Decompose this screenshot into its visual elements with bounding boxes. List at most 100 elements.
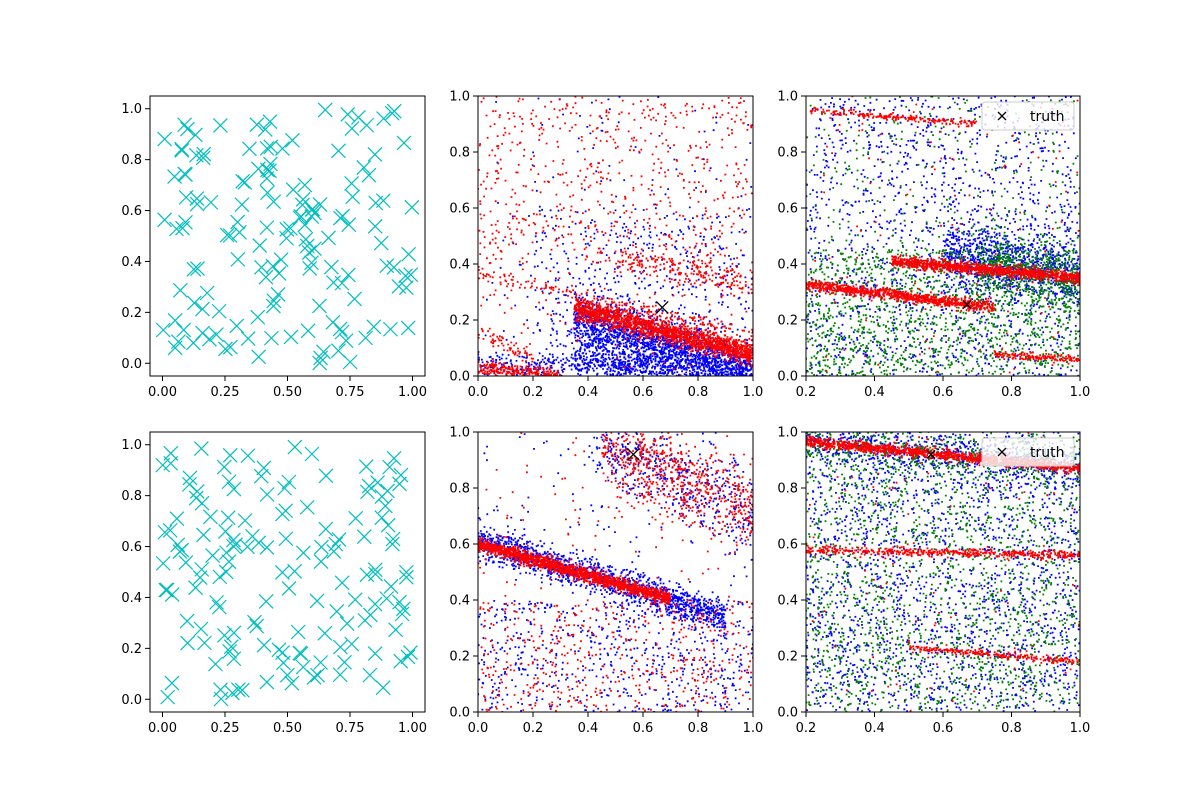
x-marker (163, 455, 179, 471)
y-tick-label: 0.8 (777, 146, 798, 161)
x-marker (259, 540, 275, 555)
x-marker (278, 503, 294, 519)
x-marker (400, 320, 416, 336)
x-marker (331, 343, 346, 359)
legend-label: truth (1030, 109, 1064, 125)
x-marker (383, 321, 398, 337)
x-tick-label: 0.8 (688, 385, 709, 400)
series-2 (655, 300, 669, 314)
x-marker (223, 639, 239, 655)
x-marker (306, 669, 322, 685)
x-marker (266, 293, 282, 309)
x-marker (218, 523, 233, 539)
x-tick-label: 0.75 (336, 385, 365, 400)
x-marker (292, 210, 308, 226)
y-tick-label: 1.0 (449, 90, 470, 105)
y-tick-label: 0.2 (121, 306, 142, 321)
x-marker (380, 517, 396, 533)
scatter-points (806, 96, 1080, 374)
x-marker (398, 268, 413, 284)
y-tick-label: 0.2 (449, 650, 470, 665)
x-marker (229, 318, 245, 334)
x-marker (196, 527, 211, 543)
x-marker (290, 624, 306, 640)
y-tick-label: 0.8 (449, 146, 470, 161)
x-marker (271, 642, 287, 658)
x-marker (237, 513, 253, 528)
x-marker (155, 322, 171, 338)
x-marker (370, 475, 386, 491)
y-tick-label: 0.4 (121, 591, 142, 606)
y-tick-label: 0.2 (777, 314, 798, 329)
x-marker (270, 287, 286, 302)
x-marker (193, 441, 209, 456)
x-marker (366, 319, 382, 335)
x-tick-label: 1.0 (743, 721, 764, 736)
plot-area (478, 96, 753, 376)
x-marker (167, 312, 183, 328)
x-marker (376, 111, 392, 126)
x-marker (189, 191, 205, 207)
y-tick-label: 0.6 (121, 540, 142, 555)
legend-box (981, 101, 1075, 131)
x-marker (164, 675, 180, 691)
x-marker (367, 562, 383, 578)
x-marker (361, 478, 377, 494)
x-marker (375, 193, 391, 209)
x-marker (299, 238, 315, 254)
x-marker (218, 564, 234, 580)
x-marker (157, 524, 173, 540)
x-tick-label: 0.4 (864, 385, 885, 400)
x-tick-label: 0.50 (273, 385, 302, 400)
y-tick-label: 0.2 (777, 650, 798, 665)
x-marker (179, 613, 195, 629)
y-tick-label: 1.0 (777, 426, 798, 441)
x-marker (304, 446, 320, 462)
x-marker (178, 214, 193, 230)
x-marker (222, 339, 238, 355)
x-marker (217, 341, 233, 357)
x-marker (285, 132, 300, 148)
series-2 (626, 447, 640, 461)
x-marker (379, 258, 395, 274)
x-marker (262, 114, 278, 130)
x-tick-label: 0.6 (633, 385, 654, 400)
y-tick-label: 0.6 (121, 204, 142, 219)
x-marker (398, 564, 414, 580)
x-marker (313, 539, 329, 555)
legend-marker (997, 111, 1007, 121)
x-marker (367, 646, 383, 662)
x-marker (358, 330, 374, 346)
x-marker (203, 194, 219, 210)
x-marker (265, 258, 281, 274)
x-marker (274, 565, 290, 580)
y-tick-label: 0.8 (121, 489, 142, 504)
x-marker (317, 625, 333, 641)
x-marker (340, 106, 356, 122)
x-marker (235, 173, 251, 189)
y-tick-label: 0.0 (777, 706, 798, 721)
x-marker (230, 214, 246, 230)
x-tick-label: 0.8 (688, 721, 709, 736)
x-marker (392, 594, 407, 610)
x-marker (298, 231, 314, 247)
y-tick-label: 0.4 (449, 594, 470, 609)
y-tick-label: 0.4 (121, 255, 142, 270)
x-marker (187, 127, 203, 143)
x-tick-label: 1.00 (398, 721, 427, 736)
x-tick-label: 0.50 (273, 721, 302, 736)
legend-marker (997, 447, 1007, 457)
series-2 (806, 96, 1080, 374)
series-1 (806, 432, 1080, 712)
y-tick-label: 0.0 (777, 370, 798, 385)
x-marker (252, 238, 268, 253)
x-marker (265, 298, 281, 314)
x-marker (185, 335, 201, 351)
x-marker (388, 622, 404, 638)
x-marker (367, 147, 383, 162)
x-marker (345, 189, 361, 205)
x-marker (377, 498, 393, 514)
x-marker (275, 655, 291, 671)
x-marker (249, 117, 265, 133)
x-marker (300, 323, 316, 339)
